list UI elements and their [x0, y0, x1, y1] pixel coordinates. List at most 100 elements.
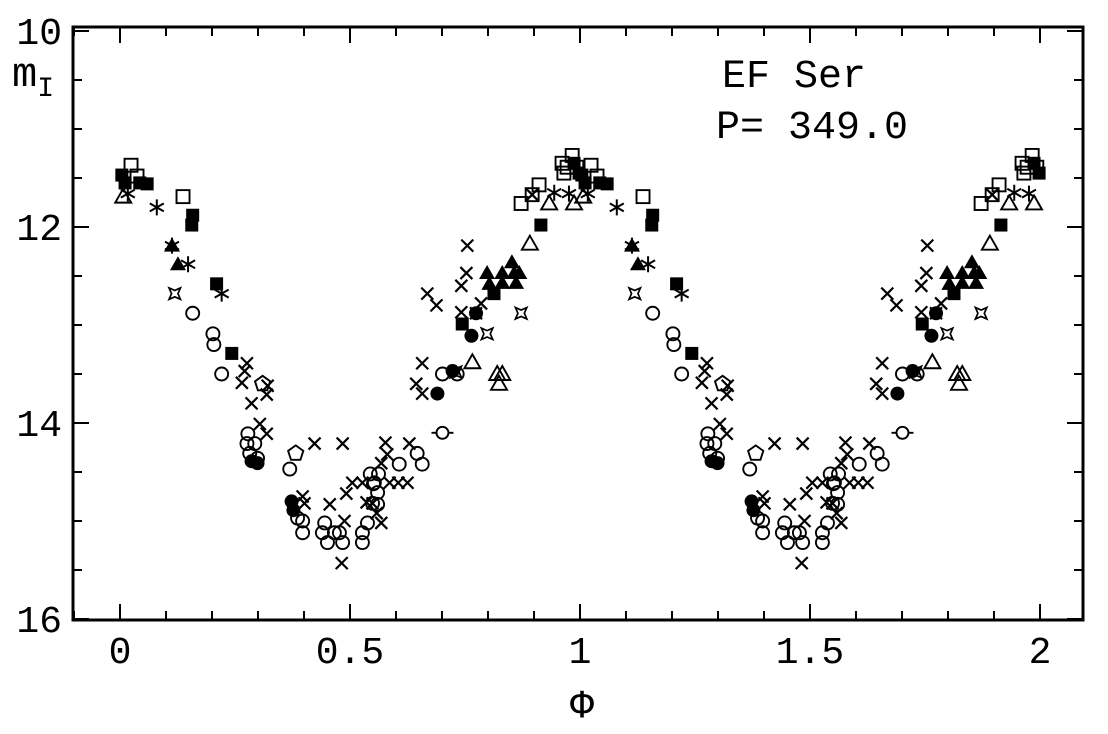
marker-pent	[713, 374, 732, 392]
marker-cross	[253, 417, 267, 431]
marker-circ_open	[777, 515, 793, 531]
marker-cross	[335, 436, 350, 451]
marker-sq_fill	[1032, 166, 1046, 180]
marker-cross	[920, 238, 935, 253]
marker-tri_open	[462, 352, 482, 370]
marker-circ_open	[665, 326, 681, 342]
marker-circ_open	[666, 337, 682, 353]
marker-tri_fill	[963, 254, 980, 269]
tick-marks	[73, 27, 1083, 620]
marker-cross	[914, 305, 929, 320]
annotation-star-name: EF Ser	[722, 55, 866, 100]
marker-tri_fill	[971, 265, 988, 280]
marker-cross	[378, 435, 393, 450]
marker-circ_open	[814, 535, 830, 551]
marker-cross	[409, 377, 424, 391]
marker-star4	[973, 305, 989, 321]
marker-circ_open	[742, 461, 758, 477]
marker-circ_open	[206, 337, 222, 353]
marker-sq_fill	[1027, 156, 1041, 170]
marker-circ_open	[366, 475, 382, 491]
marker-tri_fill	[494, 274, 511, 289]
marker-cross	[860, 476, 875, 490]
marker-cross	[420, 286, 435, 301]
marker-cross	[829, 506, 844, 520]
marker-cross	[889, 298, 904, 313]
marker-tri_fill	[954, 274, 971, 289]
marker-cross	[914, 279, 929, 293]
marker-ast	[580, 185, 596, 202]
marker-cross	[695, 376, 709, 390]
marker-circ_fill	[430, 386, 445, 401]
marker-cross	[757, 496, 772, 511]
marker-cross	[374, 516, 389, 530]
marker-cross	[919, 266, 934, 280]
x-tick-label: 1	[569, 632, 592, 675]
marker-cross	[259, 427, 274, 441]
y-tick-label: 12	[16, 209, 62, 252]
marker-cross	[838, 435, 853, 450]
marker-tri_fill	[479, 265, 496, 280]
marker-cross	[459, 266, 474, 280]
marker-tri_open	[564, 193, 584, 211]
marker-circ_open	[707, 436, 723, 452]
marker-star4	[627, 286, 643, 301]
marker-tri_fill	[941, 275, 958, 290]
marker-cross	[834, 456, 849, 470]
marker-ast	[214, 285, 230, 302]
marker-circ_open	[874, 456, 890, 472]
marker-cross	[875, 356, 889, 370]
marker-star4	[167, 286, 183, 301]
marker-cross	[767, 436, 782, 451]
marker-circ_fill	[924, 328, 939, 343]
marker-cross	[474, 296, 488, 311]
marker-sq_fill	[670, 277, 684, 291]
data-points	[113, 148, 1046, 570]
marker-pent	[253, 374, 272, 392]
marker-ast	[546, 184, 562, 201]
marker-cross	[429, 298, 444, 313]
marker-circ_open	[295, 513, 311, 529]
marker-tri_open	[520, 233, 540, 251]
marker-circ_fill	[250, 456, 265, 471]
marker-cross	[380, 447, 395, 462]
marker-cross	[862, 436, 877, 451]
y-tick-label: 10	[16, 13, 62, 56]
marker-cross	[339, 486, 354, 501]
marker-tri_open	[573, 186, 593, 204]
marker-cross	[805, 476, 820, 490]
marker-circ_open	[247, 436, 263, 452]
marker-cross	[834, 516, 849, 530]
marker-cross	[929, 306, 943, 321]
marker-sq_fill	[572, 166, 586, 180]
marker-pent	[746, 444, 765, 461]
marker-circ_open	[354, 535, 370, 551]
marker-star4	[908, 364, 924, 380]
marker-tri_fill	[481, 275, 498, 290]
marker-sq_fill	[487, 287, 501, 301]
marker-cross	[934, 296, 948, 311]
marker-sq_fill	[994, 218, 1008, 232]
marker-sq_open	[973, 196, 989, 211]
marker-tri_fill	[163, 237, 180, 252]
marker-sq_fill	[685, 346, 699, 360]
y-axis-label: mI	[12, 51, 54, 105]
tick-labels: 0 0.5 1 1.5 2 10 12 14 16	[16, 13, 1051, 675]
marker-sq_fill	[567, 156, 581, 170]
marker-tri_open	[980, 233, 1000, 251]
marker-circ_open	[786, 525, 802, 541]
x-tick-label: 0	[109, 632, 132, 675]
marker-circ_open	[240, 426, 256, 442]
y-tick-label: 16	[16, 601, 62, 644]
marker-cross	[469, 306, 483, 321]
marker-cross	[337, 514, 352, 528]
marker-sq_fill	[140, 177, 154, 191]
marker-tri_fill	[629, 256, 646, 271]
marker-ast	[1021, 185, 1037, 202]
marker-cross	[794, 556, 809, 570]
marker-circ_fill	[890, 386, 905, 401]
marker-cross	[240, 356, 254, 370]
marker-cross	[875, 386, 889, 401]
marker-cross	[365, 496, 380, 511]
